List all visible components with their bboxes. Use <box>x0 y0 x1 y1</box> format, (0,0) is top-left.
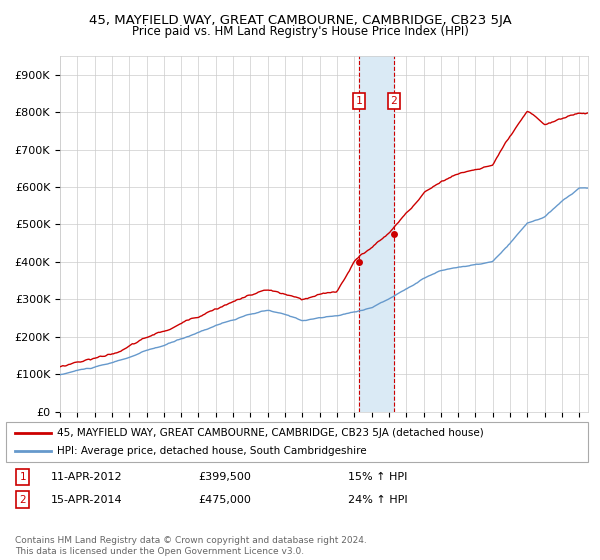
Text: 45, MAYFIELD WAY, GREAT CAMBOURNE, CAMBRIDGE, CB23 5JA: 45, MAYFIELD WAY, GREAT CAMBOURNE, CAMBR… <box>89 14 511 27</box>
Text: 2: 2 <box>19 494 26 505</box>
Text: HPI: Average price, detached house, South Cambridgeshire: HPI: Average price, detached house, Sout… <box>57 446 367 456</box>
Text: 11-APR-2012: 11-APR-2012 <box>51 472 122 482</box>
Bar <box>359 56 394 412</box>
Text: Contains HM Land Registry data © Crown copyright and database right 2024.
This d: Contains HM Land Registry data © Crown c… <box>15 536 367 556</box>
Text: 15% ↑ HPI: 15% ↑ HPI <box>348 472 407 482</box>
Text: 45, MAYFIELD WAY, GREAT CAMBOURNE, CAMBRIDGE, CB23 5JA (detached house): 45, MAYFIELD WAY, GREAT CAMBOURNE, CAMBR… <box>57 428 484 438</box>
Text: 2: 2 <box>391 96 397 106</box>
Text: 24% ↑ HPI: 24% ↑ HPI <box>348 494 407 505</box>
Text: 1: 1 <box>356 96 362 106</box>
Text: £399,500: £399,500 <box>198 472 251 482</box>
Text: £475,000: £475,000 <box>198 494 251 505</box>
Text: 15-APR-2014: 15-APR-2014 <box>51 494 122 505</box>
Text: Price paid vs. HM Land Registry's House Price Index (HPI): Price paid vs. HM Land Registry's House … <box>131 25 469 38</box>
Text: 1: 1 <box>19 472 26 482</box>
